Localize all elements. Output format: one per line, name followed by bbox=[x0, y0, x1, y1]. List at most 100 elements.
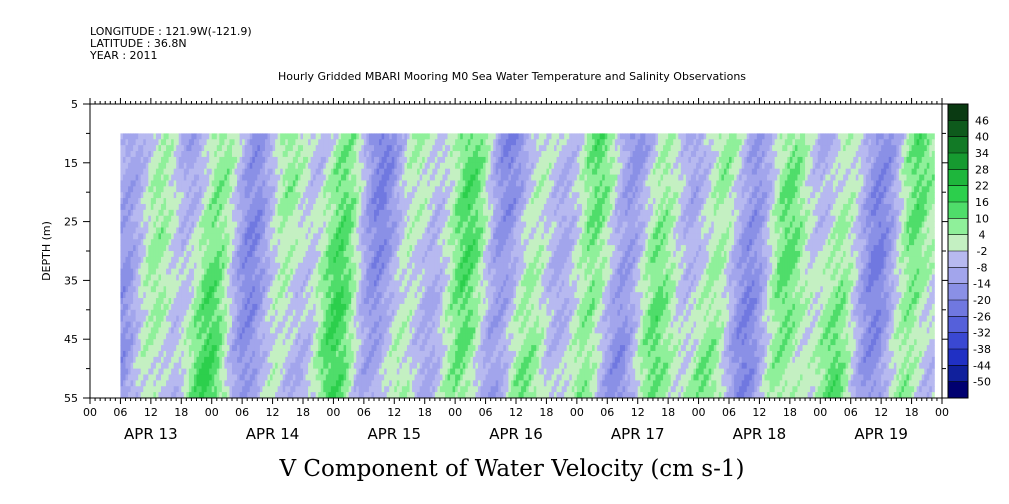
heatmap-cell bbox=[308, 251, 312, 258]
heatmap-cell bbox=[368, 192, 372, 199]
heatmap-cell bbox=[237, 362, 241, 369]
heatmap-cell bbox=[148, 151, 152, 158]
heatmap-cell bbox=[133, 209, 137, 217]
heatmap-cell bbox=[259, 192, 263, 199]
heatmap-cell bbox=[361, 151, 365, 158]
heatmap-cell bbox=[391, 174, 395, 181]
heatmap-cell bbox=[209, 245, 213, 252]
heatmap-cell bbox=[232, 350, 235, 358]
heatmap-cell bbox=[371, 333, 375, 340]
heatmap-cell bbox=[358, 156, 362, 164]
heatmap-cell bbox=[315, 292, 319, 299]
heatmap-cell bbox=[351, 345, 355, 352]
heatmap-cell bbox=[221, 180, 225, 187]
heatmap-cell bbox=[315, 186, 319, 193]
heatmap-cell bbox=[257, 151, 261, 158]
heatmap-cell bbox=[173, 321, 177, 328]
heatmap-cell bbox=[163, 174, 167, 181]
heatmap-cell bbox=[138, 151, 142, 158]
heatmap-cell bbox=[153, 221, 157, 228]
heatmap-cell bbox=[242, 192, 246, 199]
heatmap-cell bbox=[285, 198, 289, 205]
heatmap-cell bbox=[348, 380, 352, 387]
heatmap-cell bbox=[374, 362, 377, 369]
heatmap-cell bbox=[335, 274, 339, 281]
heatmap-cell bbox=[270, 262, 273, 270]
heatmap-cell bbox=[328, 292, 332, 299]
heatmap-cell bbox=[394, 174, 398, 181]
heatmap-cell bbox=[166, 168, 170, 175]
heatmap-cell bbox=[264, 251, 268, 258]
heatmap-cell bbox=[122, 203, 126, 211]
heatmap-cell bbox=[148, 327, 152, 334]
heatmap-cell bbox=[199, 368, 202, 375]
heatmap-cell bbox=[371, 245, 375, 252]
heatmap-cell bbox=[145, 374, 149, 381]
heatmap-cell bbox=[148, 145, 152, 152]
heatmap-cell bbox=[343, 180, 347, 187]
heatmap-cell bbox=[292, 339, 296, 346]
heatmap-cell bbox=[122, 280, 126, 287]
heatmap-cell bbox=[135, 198, 139, 205]
heatmap-cell bbox=[290, 374, 294, 381]
heatmap-cell bbox=[328, 321, 332, 328]
heatmap-cell bbox=[379, 245, 383, 252]
heatmap-cell bbox=[138, 350, 142, 358]
heatmap-cell bbox=[249, 162, 253, 170]
heatmap-cell bbox=[226, 162, 230, 170]
heatmap-cell bbox=[120, 186, 124, 193]
heatmap-cell bbox=[138, 303, 142, 311]
heatmap-cell bbox=[176, 180, 180, 187]
heatmap-cell bbox=[363, 392, 367, 399]
heatmap-cell bbox=[338, 186, 342, 193]
heatmap-cell bbox=[346, 233, 350, 240]
heatmap-cell bbox=[341, 356, 344, 364]
heatmap-cell bbox=[211, 356, 215, 364]
heatmap-cell bbox=[234, 280, 238, 287]
heatmap-cell bbox=[226, 292, 230, 299]
heatmap-cell bbox=[381, 327, 385, 334]
heatmap-cell bbox=[376, 392, 380, 399]
heatmap-cell bbox=[376, 368, 380, 375]
heatmap-cell bbox=[335, 345, 339, 352]
heatmap-cell bbox=[295, 345, 299, 352]
heatmap-cell bbox=[140, 162, 144, 170]
heatmap-cell bbox=[252, 239, 256, 246]
heatmap-cell bbox=[254, 286, 258, 293]
heatmap-cell bbox=[287, 280, 291, 287]
heatmap-cell bbox=[320, 239, 324, 246]
heatmap-cell bbox=[277, 315, 281, 322]
heatmap-cell bbox=[214, 192, 218, 199]
heatmap-cell bbox=[133, 262, 137, 270]
heatmap-cell bbox=[163, 380, 167, 387]
heatmap-cell bbox=[310, 286, 314, 293]
heatmap-cell bbox=[209, 133, 213, 140]
heatmap-cell bbox=[155, 180, 159, 187]
heatmap-cell bbox=[374, 174, 377, 181]
heatmap-cell bbox=[150, 227, 154, 234]
heatmap-cell bbox=[257, 139, 261, 146]
heatmap-cell bbox=[150, 203, 154, 211]
heatmap-cell bbox=[206, 198, 210, 205]
heatmap-cell bbox=[353, 362, 357, 369]
heatmap-cell bbox=[150, 298, 154, 305]
heatmap-cell bbox=[318, 174, 322, 181]
heatmap-cell bbox=[150, 151, 154, 158]
heatmap-cell bbox=[211, 209, 215, 217]
heatmap-cell bbox=[374, 380, 377, 387]
heatmap-cell bbox=[330, 256, 334, 264]
heatmap-cell bbox=[292, 333, 296, 340]
heatmap-cell bbox=[386, 227, 390, 234]
heatmap-cell bbox=[280, 151, 284, 158]
heatmap-cell bbox=[247, 221, 251, 228]
heatmap-cell bbox=[186, 274, 190, 281]
heatmap-cell bbox=[178, 145, 182, 152]
heatmap-cell bbox=[196, 192, 200, 199]
heatmap-cell bbox=[252, 192, 256, 199]
heatmap-cell bbox=[341, 162, 344, 170]
heatmap-cell bbox=[292, 198, 296, 205]
heatmap-cell bbox=[122, 286, 126, 293]
heatmap-cell bbox=[188, 315, 192, 322]
heatmap-cell bbox=[386, 333, 390, 340]
heatmap-cell bbox=[366, 274, 370, 281]
